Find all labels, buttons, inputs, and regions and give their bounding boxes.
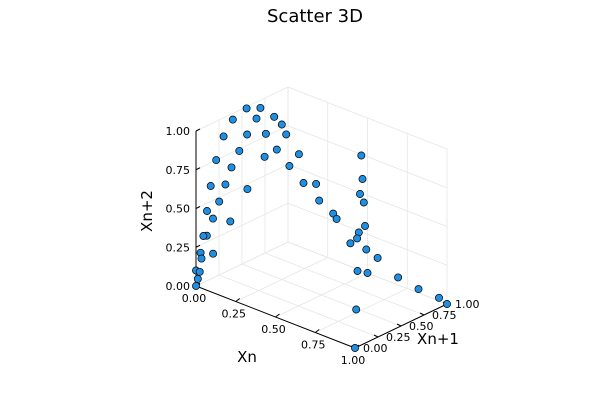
data-point <box>358 175 367 183</box>
y-axis-label: Xn+1 <box>417 330 459 348</box>
gridline-z-back <box>195 164 289 209</box>
x-tick-mark <box>314 329 320 333</box>
data-point <box>294 150 303 159</box>
gridline-z-side <box>287 164 448 227</box>
data-point <box>212 156 221 165</box>
data-point <box>353 234 362 243</box>
data-point <box>227 163 236 172</box>
data-point <box>346 239 355 248</box>
data-point <box>195 267 204 276</box>
data-point <box>285 162 294 170</box>
gridline-y-floor <box>264 252 425 316</box>
data-point <box>272 145 281 154</box>
data-point <box>193 274 202 283</box>
z-tick-mark <box>195 167 201 171</box>
z-tick-mark <box>195 128 201 132</box>
data-point <box>363 269 372 277</box>
x-axis-label: Xn <box>237 348 257 366</box>
data-point <box>197 254 206 263</box>
data-point <box>356 190 364 198</box>
data-point <box>199 232 208 240</box>
data-point <box>351 344 359 352</box>
data-point <box>357 151 366 160</box>
data-point <box>228 115 237 124</box>
x-tick-label: 0.00 <box>182 292 207 305</box>
data-point <box>361 222 369 230</box>
z-tick-label: 1.00 <box>166 125 191 138</box>
data-point <box>315 196 324 205</box>
data-point <box>243 130 252 139</box>
data-point <box>221 180 230 189</box>
y-tick-label: 1.00 <box>455 298 480 311</box>
data-point <box>282 130 291 139</box>
z-tick-label: 0.75 <box>166 164 191 177</box>
data-point <box>209 214 217 223</box>
data-point <box>206 182 215 190</box>
y-tick-mark <box>373 334 379 338</box>
data-point <box>203 207 211 215</box>
x-tick-label: 0.50 <box>261 323 286 336</box>
data-point <box>299 179 308 187</box>
gridline-z-side <box>287 125 448 189</box>
gridline-y-floor <box>241 263 402 327</box>
data-point <box>219 132 228 141</box>
y-tick-mark <box>396 323 402 327</box>
y-tick-label: 0.50 <box>409 320 434 333</box>
data-point <box>394 273 403 282</box>
x-tick-mark <box>275 313 280 318</box>
data-point <box>209 249 218 258</box>
data-point <box>312 179 321 188</box>
chart-title: Scatter 3D <box>267 6 363 27</box>
x-tick-label: 1.00 <box>341 354 366 367</box>
data-point <box>414 285 423 294</box>
data-points <box>192 103 451 352</box>
data-point <box>252 114 261 123</box>
data-point <box>243 185 252 194</box>
data-point <box>261 129 270 138</box>
data-point <box>226 217 235 226</box>
data-point <box>359 198 368 207</box>
gridline-x-floor <box>315 288 408 333</box>
z-axis-label: Xn+2 <box>138 190 156 232</box>
y-tick-label: 0.25 <box>386 331 411 344</box>
x-tick-label: 0.75 <box>301 339 326 352</box>
data-point <box>373 253 382 262</box>
y-tick-label: 0.00 <box>363 342 388 355</box>
data-point <box>192 282 200 290</box>
x-tick-label: 0.25 <box>222 308 247 321</box>
data-point <box>215 197 224 206</box>
gridline-z-back <box>195 125 289 171</box>
data-point <box>235 146 244 155</box>
data-point <box>256 103 265 112</box>
data-point <box>435 293 443 302</box>
z-tick-label: 0.50 <box>166 203 191 216</box>
gridline-z-side <box>287 86 448 150</box>
z-tick-mark <box>195 206 201 209</box>
x-tick-mark <box>235 298 241 302</box>
data-point <box>362 245 371 254</box>
data-point <box>242 104 251 113</box>
y-tick-mark <box>419 312 425 316</box>
data-point <box>353 267 362 275</box>
tick-layer: 0.000.000.000.250.250.250.50 0.500.500.75… <box>166 125 480 367</box>
data-point <box>270 112 279 121</box>
z-tick-label: 0.00 <box>166 280 191 293</box>
data-point <box>332 214 341 223</box>
y-tick-label: 0.75 <box>432 309 457 322</box>
data-point <box>443 300 451 308</box>
data-point <box>260 152 269 161</box>
gridline-z-back <box>195 86 289 132</box>
z-tick-mark <box>195 244 201 248</box>
data-point <box>277 120 286 129</box>
data-point <box>352 305 361 314</box>
z-tick-label: 0.25 <box>166 241 191 254</box>
